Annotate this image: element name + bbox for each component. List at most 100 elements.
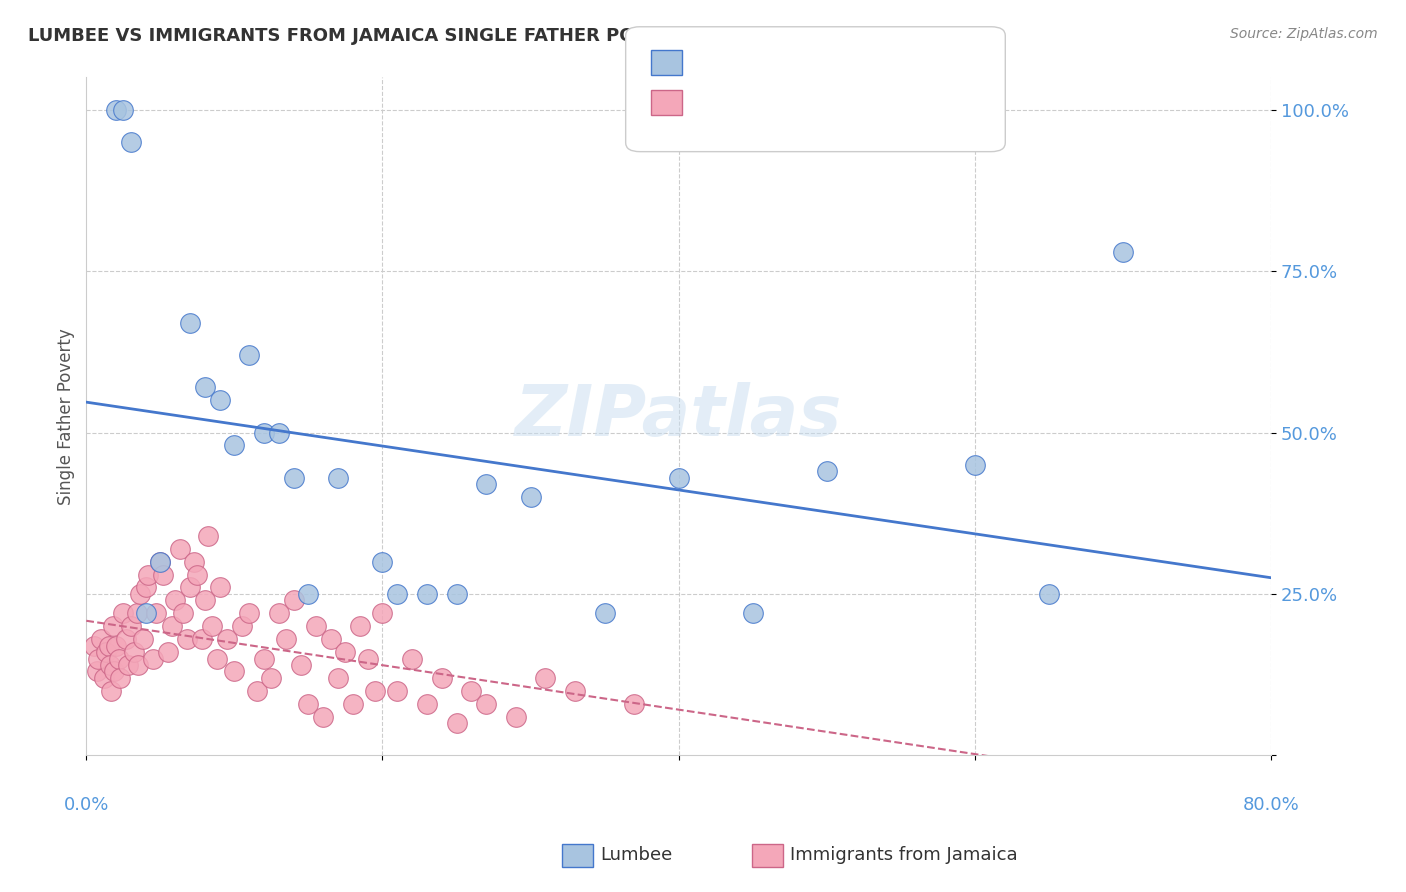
Point bbox=[349, 619, 371, 633]
Point bbox=[112, 103, 135, 117]
Point bbox=[183, 555, 205, 569]
Point bbox=[122, 645, 145, 659]
Point bbox=[475, 697, 498, 711]
Point bbox=[342, 697, 364, 711]
Point bbox=[963, 458, 986, 472]
Point bbox=[460, 683, 482, 698]
Point bbox=[138, 567, 160, 582]
Point bbox=[194, 380, 217, 394]
Point bbox=[1038, 587, 1060, 601]
Point bbox=[371, 607, 394, 621]
Point bbox=[108, 651, 131, 665]
Point bbox=[267, 607, 290, 621]
Point bbox=[120, 135, 142, 149]
Point bbox=[149, 555, 172, 569]
Point bbox=[290, 657, 312, 672]
Point bbox=[112, 607, 135, 621]
Point bbox=[186, 567, 208, 582]
Point bbox=[1112, 244, 1135, 259]
Point bbox=[90, 632, 112, 647]
Point bbox=[179, 581, 201, 595]
Point bbox=[371, 555, 394, 569]
Point bbox=[326, 471, 349, 485]
Point bbox=[87, 651, 110, 665]
Point bbox=[224, 438, 246, 452]
Point bbox=[519, 490, 541, 504]
Point bbox=[208, 393, 231, 408]
Text: ZIPatlas: ZIPatlas bbox=[515, 382, 842, 450]
Point bbox=[93, 671, 115, 685]
Point bbox=[142, 651, 165, 665]
Point bbox=[120, 619, 142, 633]
Point bbox=[623, 697, 645, 711]
Text: Source: ZipAtlas.com: Source: ZipAtlas.com bbox=[1230, 27, 1378, 41]
Point bbox=[97, 639, 120, 653]
Point bbox=[98, 657, 121, 672]
Point bbox=[246, 683, 269, 698]
Point bbox=[534, 671, 557, 685]
Point bbox=[197, 529, 219, 543]
Point bbox=[430, 671, 453, 685]
Text: 80.0%: 80.0% bbox=[1243, 796, 1299, 814]
Point bbox=[593, 607, 616, 621]
Point bbox=[357, 651, 380, 665]
Point bbox=[94, 645, 117, 659]
Text: R =  0.184   N = 28: R = 0.184 N = 28 bbox=[693, 54, 869, 71]
Point bbox=[135, 607, 157, 621]
Point bbox=[86, 665, 108, 679]
Text: LUMBEE VS IMMIGRANTS FROM JAMAICA SINGLE FATHER POVERTY CORRELATION CHART: LUMBEE VS IMMIGRANTS FROM JAMAICA SINGLE… bbox=[28, 27, 920, 45]
Point bbox=[145, 607, 167, 621]
Y-axis label: Single Father Poverty: Single Father Poverty bbox=[58, 328, 75, 505]
Point bbox=[335, 645, 357, 659]
Point bbox=[115, 632, 138, 647]
Point bbox=[283, 471, 305, 485]
Point bbox=[103, 665, 125, 679]
Text: R =  0.206   N = 77: R = 0.206 N = 77 bbox=[693, 94, 869, 112]
Point bbox=[169, 541, 191, 556]
Point bbox=[387, 587, 409, 601]
Point bbox=[104, 639, 127, 653]
Point bbox=[135, 581, 157, 595]
Point bbox=[387, 683, 409, 698]
Point bbox=[101, 619, 124, 633]
Point bbox=[446, 716, 468, 731]
Point bbox=[160, 619, 183, 633]
Point bbox=[238, 348, 260, 362]
Point bbox=[231, 619, 253, 633]
Point bbox=[364, 683, 387, 698]
Text: Immigrants from Jamaica: Immigrants from Jamaica bbox=[790, 847, 1018, 864]
Point bbox=[165, 593, 187, 607]
Point bbox=[475, 477, 498, 491]
Text: 0.0%: 0.0% bbox=[63, 796, 110, 814]
Point bbox=[267, 425, 290, 440]
Point bbox=[152, 567, 174, 582]
Point bbox=[127, 657, 149, 672]
Point bbox=[149, 555, 172, 569]
Point bbox=[319, 632, 342, 647]
Point bbox=[201, 619, 224, 633]
Point bbox=[741, 607, 763, 621]
Point bbox=[815, 464, 838, 478]
Point bbox=[326, 671, 349, 685]
Point bbox=[446, 587, 468, 601]
Point bbox=[564, 683, 586, 698]
Point bbox=[297, 587, 319, 601]
Point bbox=[172, 607, 194, 621]
Point bbox=[208, 581, 231, 595]
Point bbox=[179, 316, 201, 330]
Point bbox=[253, 651, 276, 665]
Point bbox=[276, 632, 298, 647]
Point bbox=[305, 619, 328, 633]
Point bbox=[131, 632, 153, 647]
Point bbox=[128, 587, 150, 601]
Point bbox=[83, 639, 105, 653]
Text: Lumbee: Lumbee bbox=[600, 847, 672, 864]
Point bbox=[125, 607, 148, 621]
Point bbox=[416, 587, 439, 601]
Point bbox=[205, 651, 228, 665]
Point bbox=[156, 645, 179, 659]
Point bbox=[215, 632, 238, 647]
Point bbox=[401, 651, 423, 665]
Point bbox=[104, 103, 127, 117]
Point bbox=[668, 471, 690, 485]
